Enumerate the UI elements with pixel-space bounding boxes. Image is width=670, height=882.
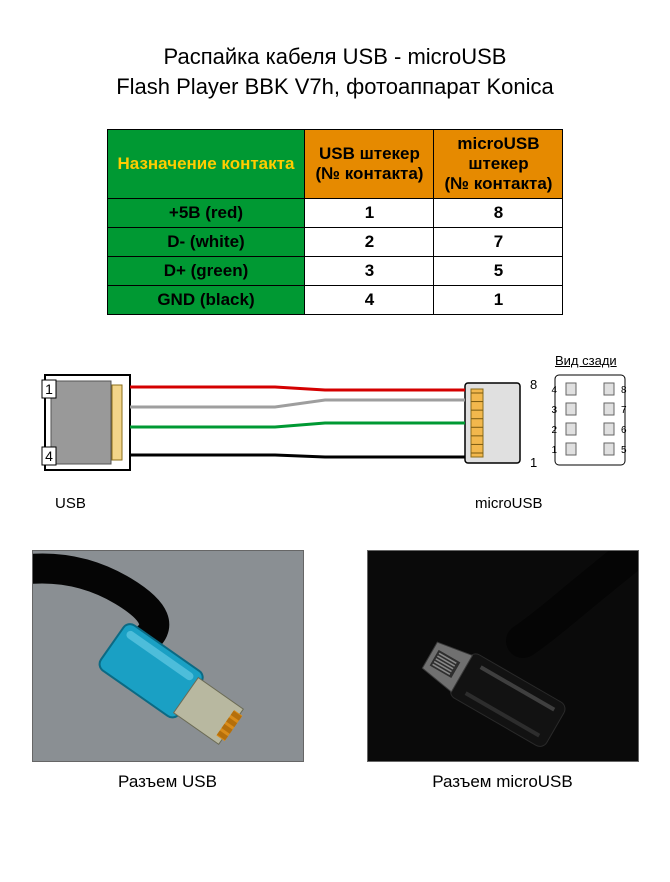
photo-micro <box>367 550 639 762</box>
svg-text:4: 4 <box>45 448 53 464</box>
svg-text:8: 8 <box>530 377 537 392</box>
micro-label: microUSB <box>475 495 543 512</box>
usb-label: USB <box>55 495 86 512</box>
svg-text:2: 2 <box>551 425 557 436</box>
photo-micro-caption: Разъем microUSB <box>367 772 639 792</box>
th-micro: microUSB штекер (№ контакта) <box>434 130 563 199</box>
table-row: D- (white) 2 7 <box>107 228 563 257</box>
th-usb: USB штекер (№ контакта) <box>305 130 434 199</box>
svg-text:5: 5 <box>621 445 627 456</box>
svg-text:1: 1 <box>530 455 537 470</box>
title-line-1: Распайка кабеля USB - microUSB <box>164 44 507 69</box>
photo-usb-block: Разъем USB <box>32 550 304 792</box>
rear-view-label: Вид сзади <box>555 353 617 368</box>
wiring-diagram: 1 4 8 1 8 4 7 3 6 2 5 1 USB microUSB Вид сзади <box>25 335 645 530</box>
svg-text:1: 1 <box>551 445 557 456</box>
pinout-table: Назначение контакта USB штекер (№ контак… <box>107 129 564 315</box>
th-name: Назначение контакта <box>107 130 305 199</box>
photo-usb-caption: Разъем USB <box>32 772 304 792</box>
svg-text:1: 1 <box>45 381 53 397</box>
photo-usb <box>32 550 304 762</box>
table-row: D+ (green) 3 5 <box>107 257 563 286</box>
svg-text:6: 6 <box>621 425 627 436</box>
svg-text:4: 4 <box>551 385 557 396</box>
photo-micro-block: Разъем microUSB <box>367 550 639 792</box>
svg-text:8: 8 <box>621 385 627 396</box>
svg-text:3: 3 <box>551 405 557 416</box>
table-row: +5B (red) 1 8 <box>107 199 563 228</box>
table-row: GND (black) 4 1 <box>107 286 563 315</box>
svg-text:7: 7 <box>621 405 627 416</box>
title-line-2: Flash Player BBK V7h, фотоаппарат Konica <box>116 74 554 99</box>
